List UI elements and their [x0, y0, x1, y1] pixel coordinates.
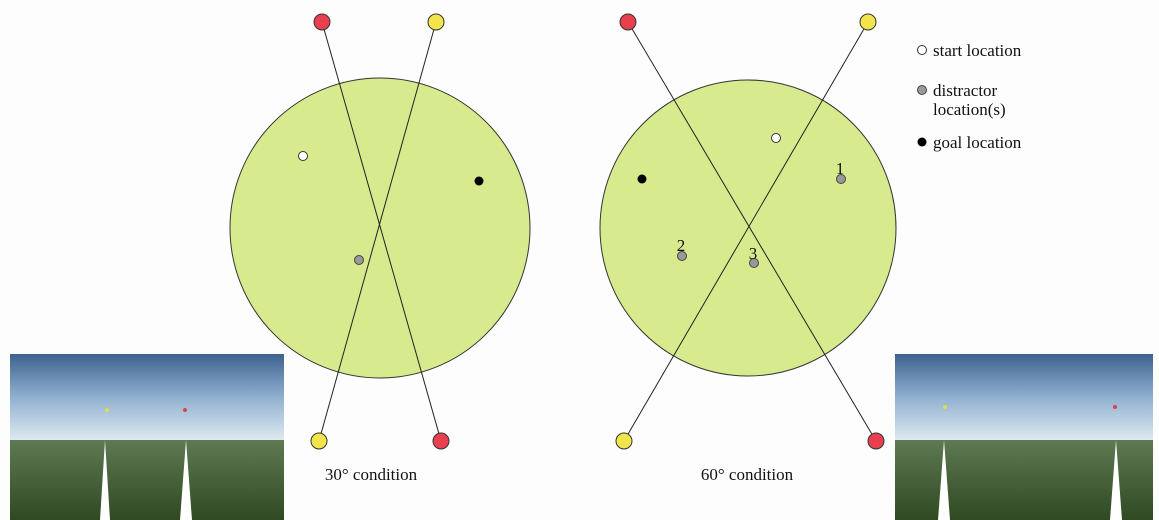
legend-start-dot [918, 46, 927, 55]
yellow-landmark [616, 433, 632, 449]
goal-dot [638, 175, 647, 184]
panel-60: 1 2 3 60° condition [600, 14, 896, 484]
diagram: 30° condition 1 2 3 60° condition start … [0, 0, 1159, 520]
distractor-number: 2 [677, 236, 686, 255]
legend-text: start location [933, 41, 1022, 60]
legend: start location distractor location(s) go… [918, 41, 1022, 152]
legend-text: distractor [933, 81, 998, 100]
distractor-dot [355, 256, 364, 265]
red-landmark [620, 14, 636, 30]
distractor-number: 3 [749, 244, 758, 263]
vr-view [895, 354, 1153, 520]
caption: 30° condition [325, 465, 418, 484]
yellow-landmark [428, 14, 444, 30]
legend-distractor-dot [918, 86, 927, 95]
caption: 60° condition [701, 465, 794, 484]
distractor-number: 1 [836, 159, 845, 178]
yellow-landmark [311, 433, 327, 449]
goal-dot [475, 177, 484, 186]
start-dot [772, 134, 781, 143]
legend-text: location(s) [933, 100, 1006, 119]
legend-goal-dot [918, 138, 927, 147]
start-dot [299, 152, 308, 161]
red-landmark [868, 433, 884, 449]
legend-text: goal location [933, 133, 1022, 152]
yellow-landmark [860, 14, 876, 30]
vr-view [10, 354, 284, 520]
red-landmark [433, 433, 449, 449]
red-landmark [314, 14, 330, 30]
